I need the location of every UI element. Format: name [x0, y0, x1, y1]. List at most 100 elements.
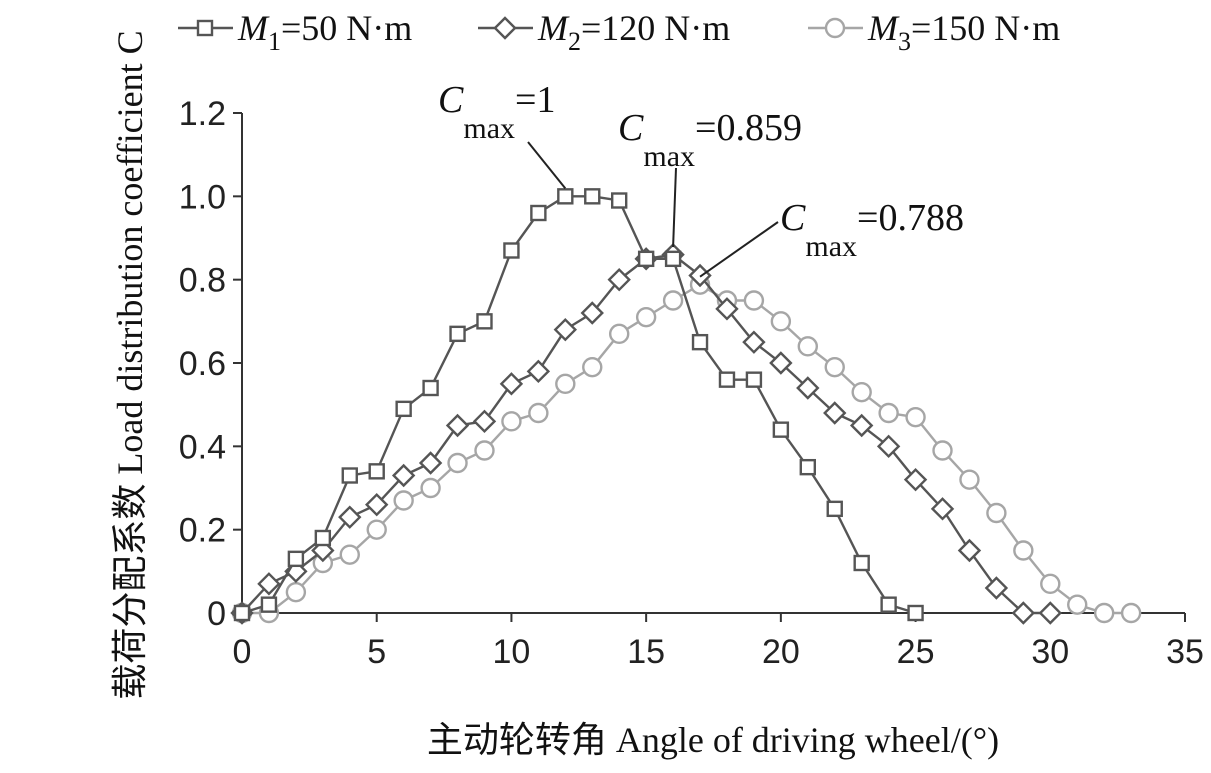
series-3-point — [851, 381, 872, 403]
y-tick-label: 0.6 — [179, 345, 226, 383]
series-3-point — [1013, 540, 1034, 561]
series-2-point — [930, 497, 955, 521]
series-3-point — [986, 502, 1007, 524]
series-2-point — [823, 401, 847, 425]
series-2-point — [445, 413, 470, 438]
series-1-point — [314, 529, 332, 547]
legend: M1=50 N·m M2=120 N·m M3=150 N·m — [178, 8, 1060, 56]
legend-marker — [824, 17, 846, 39]
series-3-point — [1093, 602, 1115, 624]
x-axis-label: 主动轮转角 Angle of driving wheel/(°) — [427, 720, 999, 760]
annotations: Cmax=1 Cmax=0.859 Cmax=0.788 — [438, 79, 964, 278]
series-3-point — [905, 406, 926, 428]
series-2-point — [418, 451, 443, 475]
series-3-point — [797, 336, 818, 357]
series-1-point — [341, 467, 358, 484]
series-1-point — [718, 371, 736, 388]
series-1-point — [530, 204, 547, 222]
series-1-point — [772, 421, 790, 438]
series-1-point — [368, 463, 385, 480]
legend-item-1: M1=50 N·m — [178, 8, 412, 56]
series-1-point — [691, 333, 709, 351]
series-3-point — [366, 519, 387, 540]
series-1-point — [395, 400, 412, 418]
annotation-2: Cmax=0.859 — [618, 107, 802, 248]
series-3-point — [770, 311, 792, 332]
series-1-point — [476, 313, 493, 330]
chart-axes: 0 5 10 15 20 25 30 35 0 0.2 0.4 0.6 0.8 1.0 1.2 — [179, 95, 1204, 671]
series-layer — [230, 188, 1142, 625]
legend-item-2: M2=120 N·m — [478, 8, 730, 56]
series-1-point — [557, 188, 574, 205]
series-1-point — [503, 242, 520, 259]
series-3-point — [1040, 573, 1061, 595]
series-1-point — [287, 550, 305, 568]
series-2-point — [499, 372, 524, 396]
series-1 — [233, 188, 924, 622]
annotation-1: Cmax=1 — [438, 79, 567, 189]
annotation-leader — [672, 167, 677, 248]
annotation-label: Cmax=0.859 — [618, 107, 802, 173]
legend-label: M1=50 N·m — [237, 8, 412, 56]
series-1-point — [907, 604, 924, 622]
series-3-point — [609, 323, 630, 345]
series-1-point — [745, 371, 763, 388]
x-tick-label: 30 — [1031, 633, 1069, 671]
annotation-leader — [699, 221, 779, 278]
legend-marker — [196, 19, 214, 37]
series-1-point — [880, 596, 897, 613]
y-axis-label: 载荷分配系数 Load distribution coefficient C — [110, 30, 150, 699]
series-2-point — [876, 434, 901, 459]
legend-marker — [493, 16, 517, 40]
series-2-point — [607, 267, 631, 292]
series-2-point — [338, 505, 362, 529]
series-2-point — [553, 317, 578, 342]
series-2-point — [472, 409, 497, 434]
series-1-point — [233, 604, 251, 622]
x-tick-label: 10 — [493, 633, 531, 671]
annotation-3: Cmax=0.788 — [699, 197, 964, 278]
series-2-point — [984, 576, 1009, 600]
series-2-point — [365, 492, 389, 517]
series-3-point — [1120, 602, 1142, 624]
series-2-point — [580, 301, 604, 325]
series-3-point — [635, 306, 657, 328]
annotation-leader — [527, 141, 567, 189]
series-2-point — [957, 538, 982, 563]
x-tick-label: 35 — [1166, 633, 1204, 671]
series-3-point — [1067, 594, 1088, 615]
x-tick-label: 20 — [762, 633, 800, 671]
series-3-point — [824, 356, 845, 378]
series-1-point — [449, 325, 466, 343]
series-3-point — [582, 356, 603, 378]
legend-label: M2=120 N·m — [537, 8, 730, 56]
series-2-point — [903, 467, 928, 492]
series-3-point — [743, 290, 765, 311]
series-2-point — [1038, 601, 1062, 625]
y-tick-label: 0.8 — [179, 262, 226, 300]
x-tick-label: 5 — [367, 633, 386, 671]
series-3-point — [474, 440, 495, 461]
series-3-point — [339, 544, 360, 565]
series-1-point — [611, 192, 628, 209]
x-tick-label: 0 — [233, 633, 252, 671]
series-3 — [231, 274, 1142, 624]
y-tick-label: 0.2 — [179, 512, 226, 550]
series-2 — [230, 242, 1062, 625]
series-3-point — [393, 490, 414, 511]
y-tick-label: 1.0 — [179, 178, 226, 216]
series-3-point — [501, 411, 522, 432]
series-1-point — [853, 554, 870, 572]
series-3-point — [932, 440, 953, 461]
series-2-point — [715, 297, 739, 321]
annotation-label: Cmax=0.788 — [780, 197, 964, 263]
series-1-point — [799, 458, 816, 476]
x-tick-label: 25 — [897, 633, 935, 671]
series-1-point — [826, 500, 843, 518]
legend-item-3: M3=150 N·m — [808, 8, 1060, 56]
x-tick-label: 15 — [627, 633, 665, 671]
y-tick-label: 0.4 — [179, 428, 226, 466]
series-3-point — [285, 581, 307, 603]
series-3-point — [555, 373, 576, 395]
